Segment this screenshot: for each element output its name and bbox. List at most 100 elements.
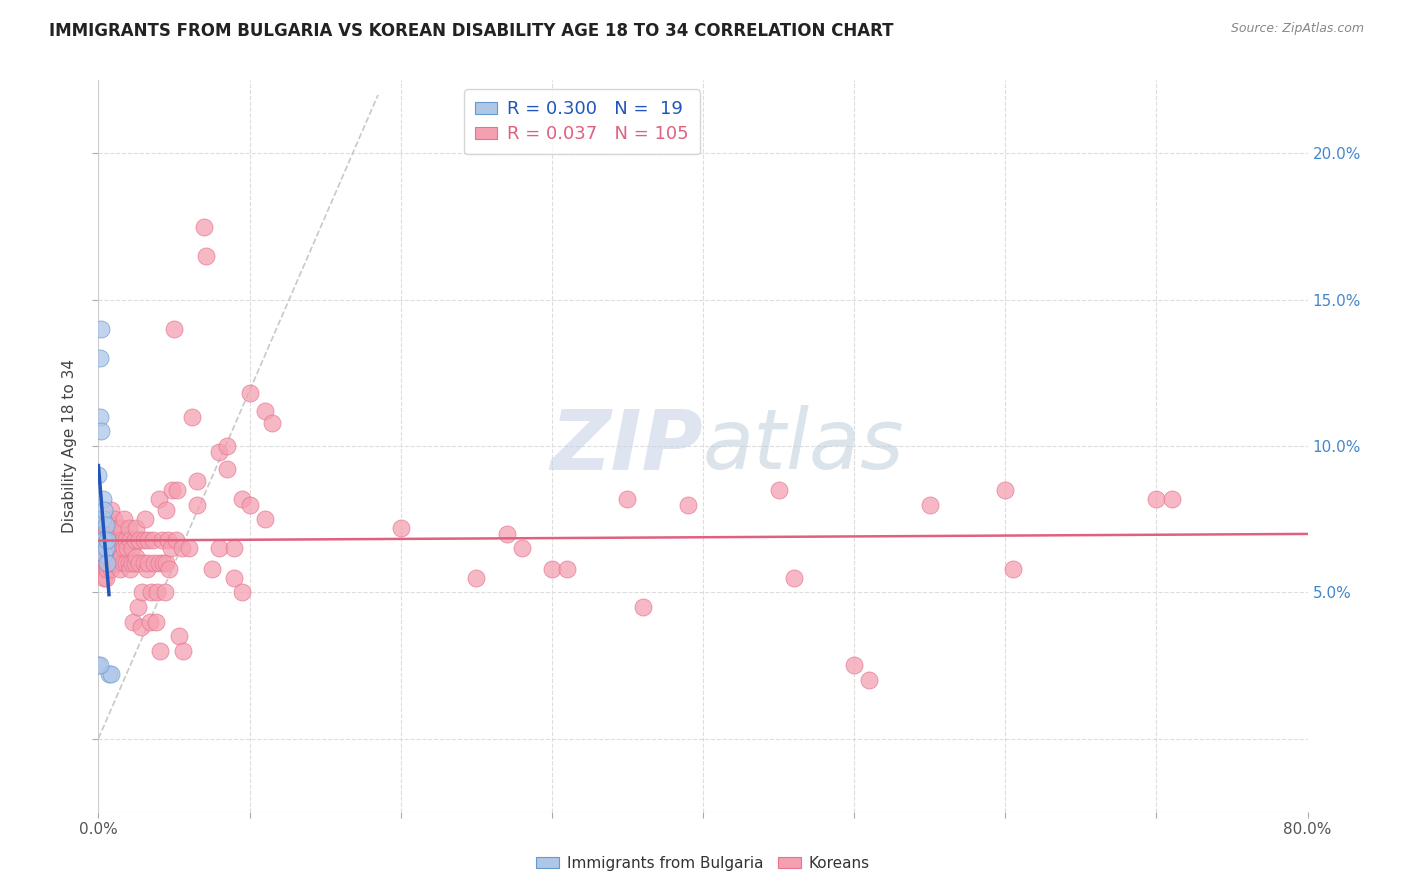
Point <box>149 644 172 658</box>
Point <box>163 322 186 336</box>
Point <box>389 521 412 535</box>
Point <box>107 556 129 570</box>
Point <box>783 571 806 585</box>
Text: IMMIGRANTS FROM BULGARIA VS KOREAN DISABILITY AGE 18 TO 34 CORRELATION CHART: IMMIGRANTS FROM BULGARIA VS KOREAN DISAB… <box>49 22 894 40</box>
Point <box>1001 562 1024 576</box>
Point <box>87 468 110 483</box>
Point <box>239 498 262 512</box>
Point <box>96 512 118 526</box>
Point <box>129 620 152 634</box>
Point <box>101 556 124 570</box>
Point <box>239 386 262 401</box>
Point <box>134 512 156 526</box>
Point <box>224 571 246 585</box>
Point <box>89 512 111 526</box>
Point <box>93 541 115 556</box>
Point <box>510 541 533 556</box>
Point <box>121 541 143 556</box>
Point <box>93 526 115 541</box>
Point <box>128 533 150 547</box>
Point <box>616 491 638 506</box>
Point <box>143 556 166 570</box>
Point <box>100 667 122 681</box>
Point <box>120 533 142 547</box>
Point <box>93 556 115 570</box>
Point <box>155 503 177 517</box>
Point <box>156 533 179 547</box>
Point <box>181 409 204 424</box>
Point <box>91 533 114 547</box>
Point <box>135 562 157 576</box>
Point <box>125 550 148 565</box>
Point <box>148 556 170 570</box>
Point <box>112 541 135 556</box>
Point <box>90 512 112 526</box>
Text: Source: ZipAtlas.com: Source: ZipAtlas.com <box>1230 22 1364 36</box>
Point <box>94 541 117 556</box>
Point <box>141 585 163 599</box>
Point <box>208 445 231 459</box>
Point <box>125 521 148 535</box>
Point <box>108 541 131 556</box>
Point <box>98 667 121 681</box>
Point <box>208 541 231 556</box>
Point <box>91 533 114 547</box>
Point <box>465 571 488 585</box>
Point <box>136 556 159 570</box>
Point <box>159 562 181 576</box>
Point <box>94 521 117 535</box>
Point <box>122 615 145 629</box>
Point <box>91 547 114 561</box>
Point <box>105 547 128 561</box>
Point <box>114 556 136 570</box>
Point <box>118 521 141 535</box>
Point <box>91 512 114 526</box>
Point <box>631 599 654 614</box>
Point <box>90 547 112 561</box>
Point <box>89 658 111 673</box>
Point <box>107 533 129 547</box>
Point <box>104 556 127 570</box>
Point <box>131 585 153 599</box>
Point <box>104 533 127 547</box>
Point <box>110 521 132 535</box>
Point <box>172 644 194 658</box>
Point <box>89 541 111 556</box>
Point <box>231 491 253 506</box>
Point <box>179 541 201 556</box>
Point <box>108 562 131 576</box>
Point <box>91 491 114 506</box>
Point <box>100 562 122 576</box>
Point <box>201 562 224 576</box>
Point <box>105 521 128 535</box>
Point <box>120 562 142 576</box>
Point <box>768 483 790 497</box>
Point <box>155 556 177 570</box>
Point <box>994 483 1017 497</box>
Point <box>98 541 121 556</box>
Point <box>139 615 162 629</box>
Point <box>89 351 111 366</box>
Point <box>90 425 112 439</box>
Point <box>153 585 176 599</box>
Point <box>166 483 188 497</box>
Point <box>124 533 146 547</box>
Point <box>152 556 174 570</box>
Point <box>87 658 110 673</box>
Point <box>91 512 114 526</box>
Point <box>90 521 112 535</box>
Point <box>94 518 117 533</box>
Point <box>555 562 578 576</box>
Point <box>150 533 173 547</box>
Point <box>89 409 111 424</box>
Point <box>136 533 159 547</box>
Point <box>127 599 149 614</box>
Point <box>253 404 276 418</box>
Point <box>858 673 880 687</box>
Point <box>93 533 115 547</box>
Point <box>94 541 117 556</box>
Point <box>96 556 118 570</box>
Point <box>186 474 208 488</box>
Point <box>103 512 125 526</box>
Point <box>148 491 170 506</box>
